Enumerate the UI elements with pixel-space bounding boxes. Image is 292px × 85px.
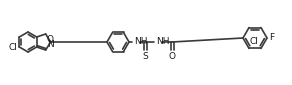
Text: NH: NH [156, 37, 169, 46]
Text: F: F [269, 33, 274, 42]
Text: S: S [142, 52, 148, 61]
Text: Cl: Cl [250, 37, 259, 46]
Text: N: N [47, 40, 53, 49]
Text: Cl: Cl [8, 42, 17, 52]
Text: O: O [47, 35, 54, 44]
Text: O: O [168, 52, 175, 61]
Text: NH: NH [134, 37, 147, 46]
